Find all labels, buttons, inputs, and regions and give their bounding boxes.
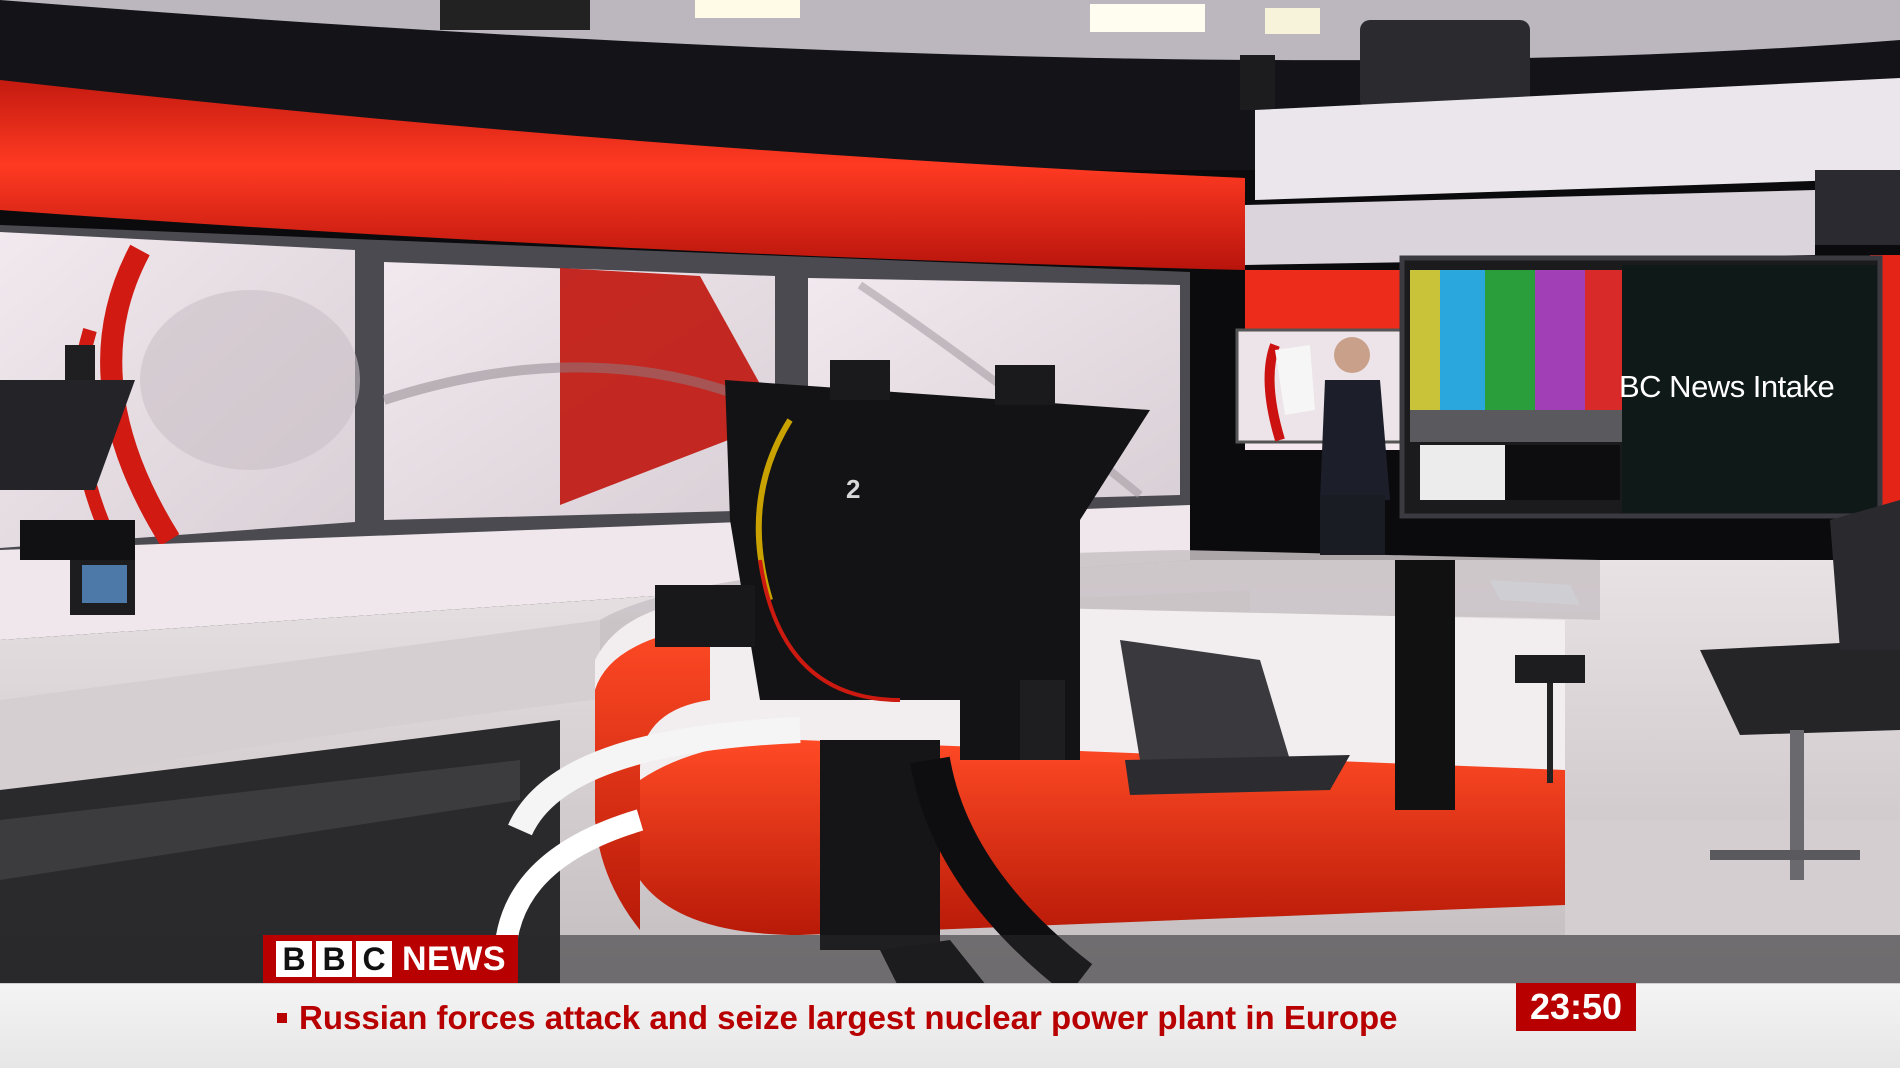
desk-chair bbox=[1120, 640, 1290, 760]
logo-letter: B bbox=[276, 941, 312, 977]
camera-number: 2 bbox=[846, 474, 861, 504]
ceiling-light bbox=[1090, 4, 1205, 32]
ceiling-light bbox=[1265, 8, 1320, 34]
monitor-label: BC News Intake bbox=[1619, 369, 1835, 404]
bullet-icon bbox=[277, 1013, 287, 1023]
logo-letter: B bbox=[316, 941, 352, 977]
ceiling-light bbox=[695, 0, 800, 18]
broadcast-clock: 23:50 bbox=[1516, 983, 1636, 1031]
news-desk bbox=[595, 625, 710, 930]
red-wall-band bbox=[0, 80, 1245, 270]
headline-text: Russian forces attack and seize largest … bbox=[299, 999, 1398, 1036]
bbc-news-logo: B B C NEWS bbox=[263, 935, 518, 983]
upper-light-panel bbox=[1255, 78, 1900, 200]
logo-word: NEWS bbox=[402, 939, 506, 978]
headline-ticker: Russian forces attack and seize largest … bbox=[277, 990, 1398, 1046]
laptop bbox=[1490, 580, 1580, 605]
logo-letter: C bbox=[356, 941, 392, 977]
desk-chair bbox=[1700, 640, 1900, 735]
studio-spotlight bbox=[1360, 20, 1530, 110]
studio-camera bbox=[725, 380, 1150, 760]
presenter bbox=[1334, 337, 1370, 373]
